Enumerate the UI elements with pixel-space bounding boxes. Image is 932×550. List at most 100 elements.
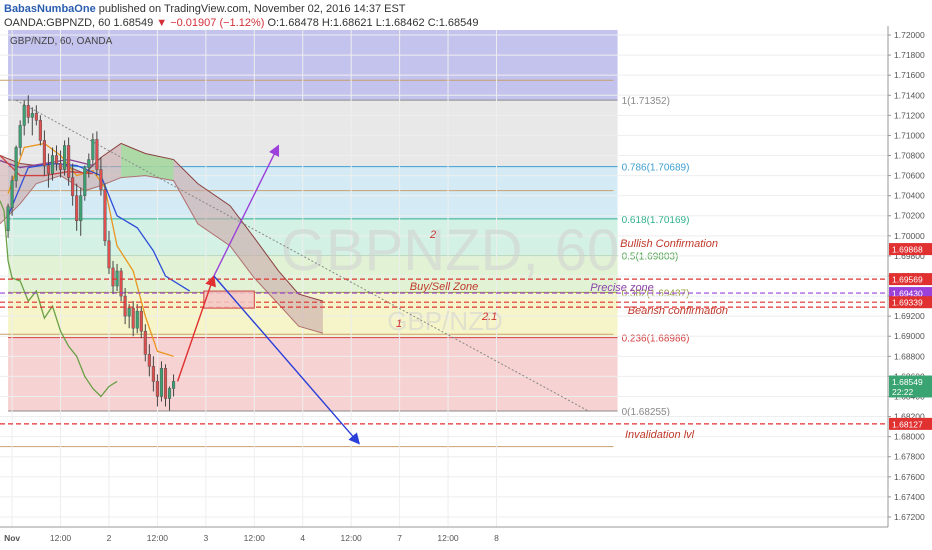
candle-33[interactable] (139, 306, 143, 339)
candle-1[interactable] (10, 175, 14, 216)
candle-37[interactable] (155, 374, 159, 407)
wave-2-label: 2 (429, 229, 436, 241)
candle-17[interactable] (75, 183, 79, 231)
arrow-wave-2 (213, 144, 280, 277)
buy-sell-zone-label: Buy/Sell Zone (410, 281, 478, 293)
watermark-pair: GBP/NZD (387, 306, 503, 336)
candle-31[interactable] (131, 301, 135, 337)
time-tick-label: 12:00 (147, 533, 169, 543)
candle-body (172, 381, 176, 389)
drawings[interactable] (0, 144, 888, 445)
candle-body (38, 120, 42, 141)
candle-27[interactable] (115, 263, 119, 292)
candle-body (91, 139, 95, 160)
candle-13[interactable] (58, 150, 63, 178)
candle-41[interactable] (172, 374, 176, 397)
candle-15[interactable] (67, 137, 71, 186)
candle-body (14, 147, 18, 181)
price-tag (889, 417, 932, 430)
publish-info: BabasNumbaOne published on TradingView.c… (4, 3, 406, 15)
candle-11[interactable] (50, 147, 55, 181)
price-tick-label: 1.69000 (894, 331, 925, 341)
candle-32[interactable] (135, 304, 139, 334)
candle-12[interactable] (54, 145, 59, 171)
candle-body (46, 165, 50, 174)
price-tick-label: 1.69800 (894, 251, 925, 261)
price-tick-label: 1.70200 (894, 211, 925, 221)
candle-35[interactable] (147, 344, 151, 377)
candle-body (58, 163, 63, 170)
candle-3[interactable] (18, 120, 22, 156)
fib-label-0: 1(1.71352) (622, 96, 670, 107)
candle-38[interactable] (159, 361, 164, 402)
watermark-symbol: GBPNZD, 60 (281, 218, 619, 283)
author-name[interactable]: BabasNumbaOne (4, 3, 96, 15)
candle-30[interactable] (127, 304, 131, 329)
time-tick-label: 7 (397, 533, 402, 543)
candle-body (119, 270, 123, 297)
candle-40[interactable] (167, 386, 172, 411)
candle-18[interactable] (79, 187, 83, 236)
candle-body (115, 270, 119, 287)
time-tick-label: 12:00 (437, 533, 459, 543)
price-tick-label: 1.67800 (894, 452, 925, 462)
candle-5[interactable] (26, 95, 30, 124)
candle-body (147, 354, 151, 367)
time-tick-label: 12:00 (244, 533, 266, 543)
candles[interactable] (6, 95, 176, 411)
candle-8[interactable] (38, 115, 42, 146)
candle-body (155, 381, 159, 397)
candle-29[interactable] (123, 288, 127, 325)
candle-16[interactable] (71, 163, 75, 206)
candle-body (79, 195, 83, 222)
candle-6[interactable] (30, 107, 34, 136)
fib-label-1: 0.786(1.70689) (622, 163, 690, 174)
candle-9[interactable] (42, 130, 46, 176)
trend-line (15, 99, 590, 412)
candle-body (99, 169, 103, 190)
fib-label-3: 0.5(1.69803) (622, 252, 679, 263)
candle-body (103, 189, 107, 242)
candle-20[interactable] (87, 153, 91, 178)
candle-7[interactable] (34, 105, 38, 126)
price-tick-label: 1.71000 (894, 130, 925, 140)
candle-34[interactable] (143, 324, 147, 362)
time-tick-label: 8 (494, 533, 499, 543)
fib-label-4: 0.382(1.69437) (622, 288, 690, 299)
candle-body (22, 105, 26, 126)
kijun-line (7, 162, 191, 292)
price-tag-label: 22:22 (892, 387, 914, 397)
candle-39[interactable] (163, 364, 168, 407)
fib-label-6: 0(1.68255) (622, 407, 670, 418)
candle-21[interactable] (91, 133, 95, 166)
candle-25[interactable] (107, 230, 111, 274)
fib-label-2: 0.618(1.70169) (622, 215, 690, 226)
candle-26[interactable] (111, 260, 115, 295)
candle-36[interactable] (151, 356, 155, 392)
candle-23[interactable] (99, 157, 103, 196)
candle-10[interactable] (46, 153, 50, 188)
publish-text: published on TradingView.com, November 0… (98, 3, 406, 15)
chikou-line (0, 200, 118, 398)
fib-zone-6 (8, 337, 618, 412)
candle-24[interactable] (103, 183, 107, 246)
candle-body (111, 267, 115, 287)
symbol-label: OANDA:GBPNZD, 60 (4, 17, 111, 29)
price-tick-label: 1.70000 (894, 231, 925, 241)
candle-body (167, 388, 172, 399)
candle-4[interactable] (22, 100, 26, 136)
candle-0[interactable] (6, 203, 10, 238)
candle-22[interactable] (95, 131, 99, 176)
candle-body (34, 113, 38, 121)
candle-body (163, 368, 168, 399)
candle-body (107, 240, 111, 269)
price-tick-label: 1.71800 (894, 50, 925, 60)
change-value: −0.01907 (−1.12%) (170, 17, 265, 29)
candle-14[interactable] (63, 140, 67, 176)
candle-body (10, 180, 14, 208)
wave-1-label: 1 (396, 318, 402, 330)
candle-2[interactable] (14, 145, 18, 188)
candle-19[interactable] (83, 165, 87, 201)
candle-28[interactable] (119, 267, 123, 302)
